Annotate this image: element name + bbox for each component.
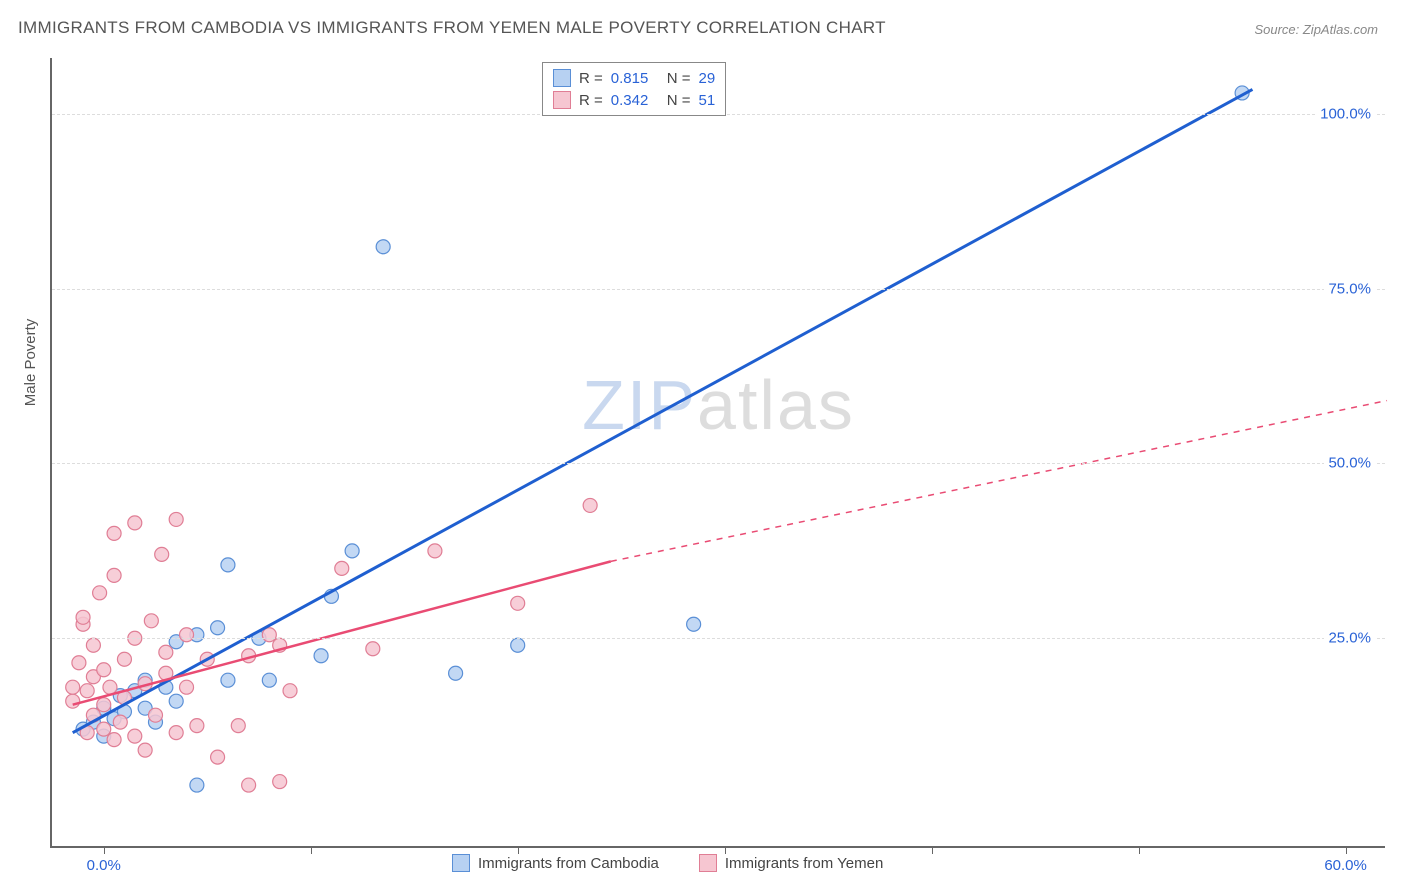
plot-svg xyxy=(52,58,1385,846)
data-point xyxy=(76,610,90,624)
legend-swatch xyxy=(553,91,571,109)
legend-r-label: R = xyxy=(579,92,603,109)
data-point xyxy=(262,673,276,687)
x-tick-label: 60.0% xyxy=(1324,857,1367,874)
legend-swatch xyxy=(452,854,470,872)
data-point xyxy=(511,638,525,652)
data-point xyxy=(97,722,111,736)
x-tick xyxy=(518,846,519,854)
data-point xyxy=(93,586,107,600)
data-point xyxy=(155,547,169,561)
data-point xyxy=(180,628,194,642)
legend-swatch xyxy=(699,854,717,872)
scatter-plot: ZIPatlas R =0.815N =29R =0.342N =51 Immi… xyxy=(50,58,1385,848)
data-point xyxy=(107,568,121,582)
data-point xyxy=(335,561,349,575)
data-point xyxy=(107,733,121,747)
series-legend: Immigrants from Cambodia Immigrants from … xyxy=(452,854,883,872)
data-point xyxy=(428,544,442,558)
y-tick-label: 75.0% xyxy=(1324,280,1375,297)
legend-row: R = 0.815 N = 29 xyxy=(553,67,715,89)
legend-r-value: 0.342 xyxy=(611,92,659,109)
y-tick-label: 25.0% xyxy=(1324,630,1375,647)
data-point xyxy=(242,778,256,792)
data-point xyxy=(86,638,100,652)
y-tick-label: 50.0% xyxy=(1324,455,1375,472)
x-tick-label: 0.0% xyxy=(87,857,121,874)
legend-n-label: N = xyxy=(667,92,691,109)
data-point xyxy=(97,663,111,677)
chart-title: IMMIGRANTS FROM CAMBODIA VS IMMIGRANTS F… xyxy=(18,18,886,38)
data-point xyxy=(211,750,225,764)
data-point xyxy=(221,558,235,572)
legend-swatch xyxy=(553,69,571,87)
data-point xyxy=(66,694,80,708)
y-tick-label: 100.0% xyxy=(1316,105,1375,122)
data-point xyxy=(449,666,463,680)
x-tick xyxy=(1139,846,1140,854)
data-point xyxy=(80,684,94,698)
data-point xyxy=(180,680,194,694)
data-point xyxy=(169,726,183,740)
legend-series-label: Immigrants from Yemen xyxy=(725,855,883,872)
data-point xyxy=(221,673,235,687)
data-point xyxy=(169,694,183,708)
data-point xyxy=(128,729,142,743)
data-point xyxy=(159,645,173,659)
data-point xyxy=(138,743,152,757)
trend-line xyxy=(73,89,1253,732)
data-point xyxy=(273,775,287,789)
data-point xyxy=(144,614,158,628)
x-tick xyxy=(725,846,726,854)
data-point xyxy=(190,778,204,792)
data-point xyxy=(262,628,276,642)
data-point xyxy=(345,544,359,558)
legend-series-label: Immigrants from Cambodia xyxy=(478,855,659,872)
data-point xyxy=(97,698,111,712)
data-point xyxy=(511,596,525,610)
data-point xyxy=(583,498,597,512)
data-point xyxy=(103,680,117,694)
legend-n-value: 51 xyxy=(699,92,716,109)
data-point xyxy=(211,621,225,635)
data-point xyxy=(376,240,390,254)
grid-line xyxy=(52,289,1385,290)
legend-row: R = 0.342 N = 51 xyxy=(553,89,715,111)
data-point xyxy=(283,684,297,698)
data-point xyxy=(314,649,328,663)
data-point xyxy=(72,656,86,670)
trend-line xyxy=(73,561,611,704)
correlation-legend: R = 0.815 N = 29 R = 0.342 N = 51 xyxy=(542,62,726,116)
legend-n-value: 29 xyxy=(699,70,716,87)
x-tick xyxy=(311,846,312,854)
x-tick xyxy=(1346,846,1347,854)
legend-item: Immigrants from Yemen xyxy=(699,854,883,872)
data-point xyxy=(117,652,131,666)
source-attribution: Source: ZipAtlas.com xyxy=(1254,22,1378,37)
grid-line xyxy=(52,463,1385,464)
legend-r-label: R = xyxy=(579,70,603,87)
grid-line xyxy=(52,638,1385,639)
data-point xyxy=(190,719,204,733)
data-point xyxy=(148,708,162,722)
data-point xyxy=(231,719,245,733)
data-point xyxy=(169,512,183,526)
data-point xyxy=(113,715,127,729)
legend-item: Immigrants from Cambodia xyxy=(452,854,659,872)
x-tick xyxy=(932,846,933,854)
x-tick xyxy=(104,846,105,854)
y-axis-label: Male Poverty xyxy=(22,319,39,407)
data-point xyxy=(128,516,142,530)
legend-n-label: N = xyxy=(667,70,691,87)
trend-line-extrapolated xyxy=(611,401,1387,562)
legend-r-value: 0.815 xyxy=(611,70,659,87)
data-point xyxy=(366,642,380,656)
data-point xyxy=(66,680,80,694)
data-point xyxy=(107,526,121,540)
data-point xyxy=(687,617,701,631)
